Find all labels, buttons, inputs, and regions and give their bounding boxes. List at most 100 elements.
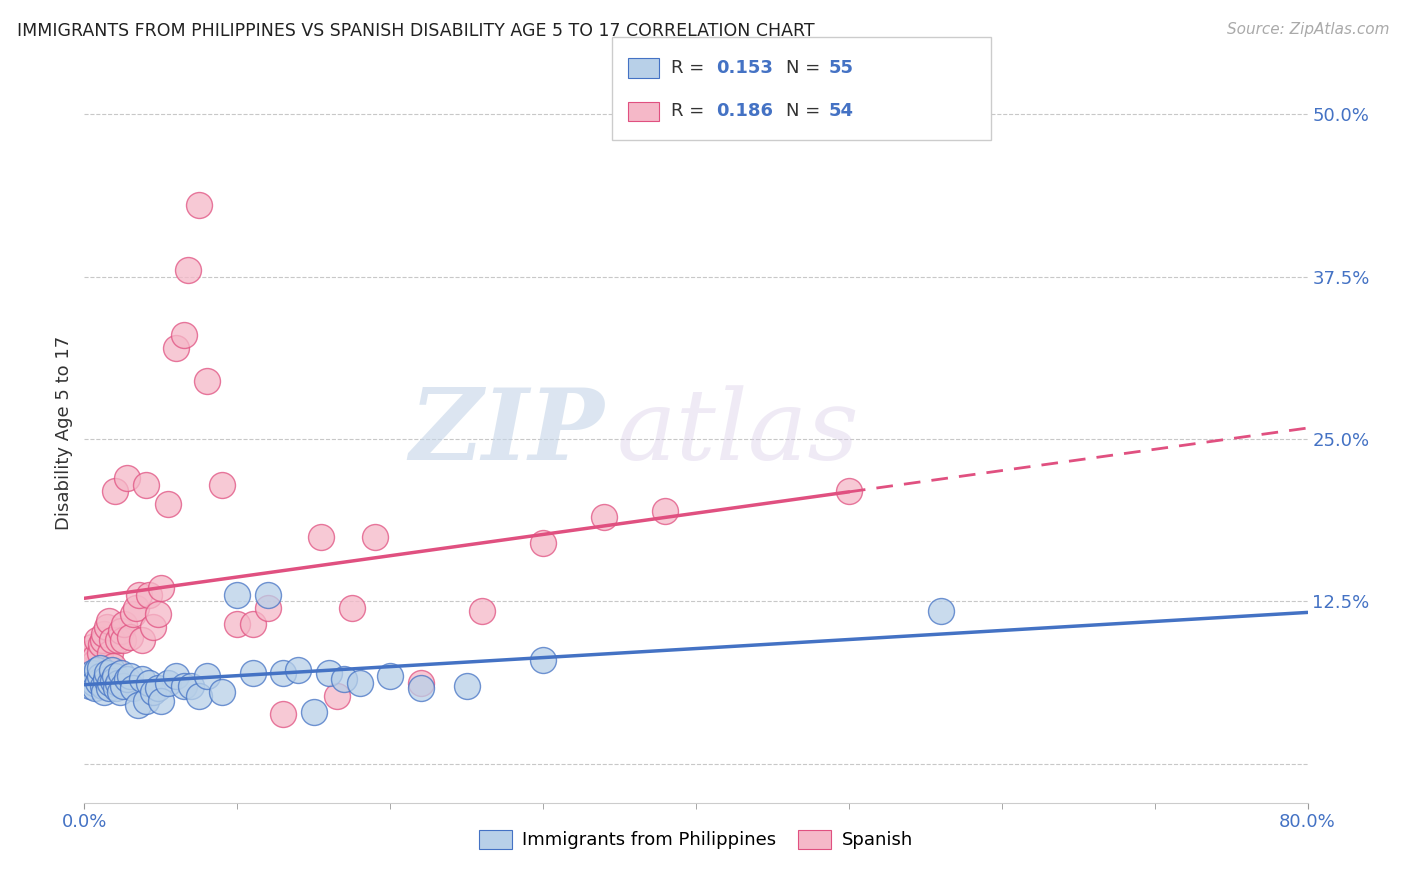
Point (135, 694, 157, 708)
Point (89, 668, 111, 682)
Point (105, 681, 128, 696)
Point (83, 656, 105, 670)
Point (104, 484, 127, 499)
Point (146, 607, 169, 622)
Point (98, 676, 121, 690)
Point (654, 503, 676, 517)
Point (77, 653, 100, 667)
Point (195, 374, 218, 388)
Point (97, 681, 120, 696)
Point (93, 627, 115, 641)
Point (593, 510, 616, 524)
Point (333, 673, 356, 687)
Point (112, 616, 135, 631)
Point (115, 673, 138, 687)
Point (146, 681, 169, 696)
Point (87, 665, 110, 680)
Point (96, 620, 118, 634)
Point (188, 198, 211, 212)
Point (122, 607, 145, 622)
Point (173, 679, 195, 693)
Point (131, 673, 153, 687)
Point (125, 601, 148, 615)
Point (257, 601, 280, 615)
Point (110, 624, 132, 639)
Point (173, 328, 195, 343)
Point (302, 705, 325, 719)
Point (531, 536, 554, 550)
Point (103, 673, 125, 688)
Point (84, 681, 107, 696)
Point (91, 679, 114, 693)
Text: N =: N = (786, 59, 825, 78)
Text: R =: R = (671, 59, 710, 78)
Y-axis label: Disability Age 5 to 17: Disability Age 5 to 17 (55, 335, 73, 530)
Point (96, 665, 118, 680)
Point (195, 668, 218, 682)
Point (929, 603, 952, 617)
Point (79, 679, 101, 693)
Point (226, 588, 249, 602)
Text: IMMIGRANTS FROM PHILIPPINES VS SPANISH DISABILITY AGE 5 TO 17 CORRELATION CHART: IMMIGRANTS FROM PHILIPPINES VS SPANISH D… (17, 22, 814, 40)
Point (135, 477, 157, 491)
Point (91, 633, 114, 648)
Text: ZIP: ZIP (409, 384, 605, 481)
Point (107, 676, 129, 690)
Point (157, 676, 180, 690)
Point (87, 675, 110, 690)
Point (188, 690, 211, 704)
Point (120, 668, 142, 682)
Point (242, 616, 264, 631)
Point (86, 663, 108, 677)
Point (80, 640, 103, 654)
Point (86, 633, 108, 648)
Point (138, 676, 160, 690)
Text: 0.153: 0.153 (716, 59, 772, 78)
Point (349, 676, 371, 690)
Text: 0.186: 0.186 (716, 103, 773, 120)
Text: N =: N = (786, 103, 825, 120)
Text: 55: 55 (828, 59, 853, 78)
Point (364, 529, 387, 543)
Point (180, 679, 202, 693)
Point (111, 679, 134, 693)
Point (76, 673, 98, 687)
Point (115, 471, 138, 485)
Text: Source: ZipAtlas.com: Source: ZipAtlas.com (1226, 22, 1389, 37)
Point (456, 679, 478, 693)
Point (101, 633, 124, 648)
Point (128, 588, 150, 602)
Point (211, 685, 233, 699)
Point (83, 676, 105, 690)
Point (271, 665, 294, 680)
Point (838, 484, 860, 499)
Text: atlas: atlas (616, 385, 859, 480)
Point (76, 659, 98, 673)
Point (79, 647, 101, 661)
Point (531, 653, 554, 667)
Point (98, 647, 121, 661)
Point (107, 633, 129, 648)
Point (111, 633, 134, 648)
Point (142, 620, 165, 634)
Point (149, 582, 172, 596)
Point (77, 668, 100, 682)
Point (318, 665, 340, 680)
Point (211, 477, 233, 491)
Point (226, 616, 249, 631)
Text: R =: R = (671, 103, 710, 120)
Point (89, 661, 111, 675)
Point (165, 668, 187, 682)
Point (409, 681, 432, 696)
Point (104, 668, 127, 682)
Point (165, 341, 187, 355)
Point (325, 690, 347, 704)
Point (142, 685, 165, 699)
Point (120, 630, 142, 644)
Point (138, 588, 160, 602)
Point (94, 673, 117, 687)
Point (311, 529, 333, 543)
Point (149, 694, 172, 708)
Point (271, 707, 294, 722)
Point (97, 614, 120, 628)
